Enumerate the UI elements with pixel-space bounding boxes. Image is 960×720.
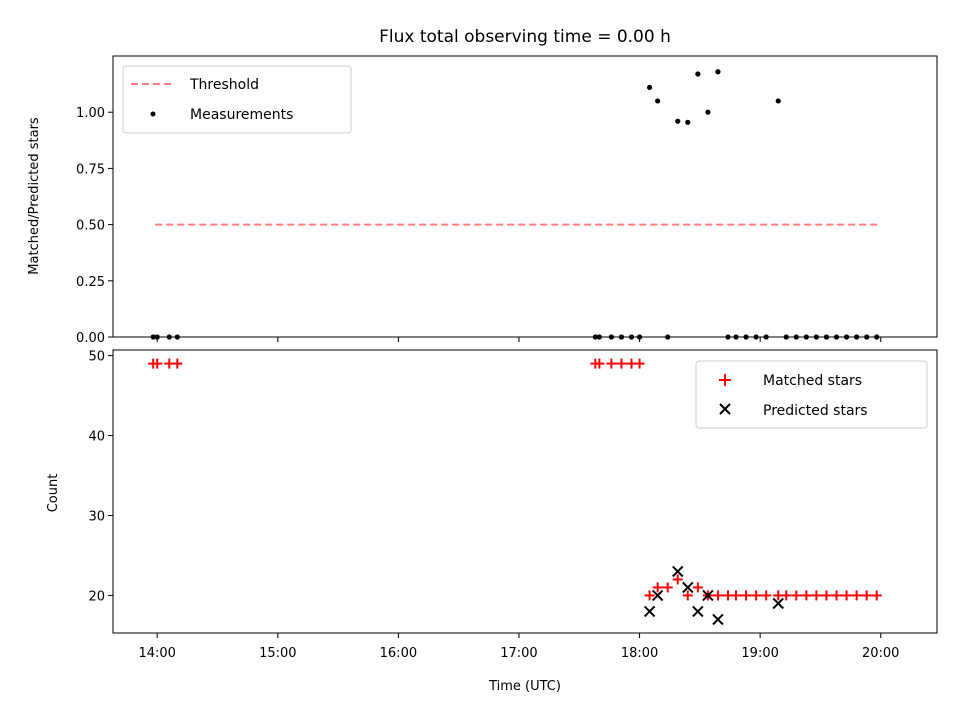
top-y-tick-label: 0.00 [76, 331, 105, 346]
bottom-panel: 20 30 40 50 14:00 15:00 16:00 17:00 18:00 19:00 2… [46, 349, 938, 694]
matched-star-marker [871, 590, 882, 601]
bottom-x-ticks: 14:00 15:00 16:00 17:00 18:00 19:00 20:00 [138, 633, 899, 661]
matched-star-marker [662, 582, 673, 593]
bottom-x-tick-label: 14:00 [138, 646, 175, 661]
matched-star-marker [606, 358, 617, 369]
measurement-point [715, 69, 721, 75]
bottom-y-tick-label: 30 [88, 509, 105, 524]
matched-star-marker [672, 574, 683, 585]
measurement-point [705, 109, 711, 115]
bottom-x-tick-label: 16:00 [380, 646, 417, 661]
matched-star-marker [841, 590, 852, 601]
bottom-axes-frame [112, 349, 938, 634]
legend-predicted-swatch [719, 403, 731, 415]
top-panel: 0.00 0.25 0.50 0.75 1.00 Matched/Predicted s… [27, 55, 938, 346]
chart-title: Flux total observing time = 0.00 h [379, 27, 671, 47]
bottom-plot-area [148, 358, 882, 626]
measurement-point [685, 119, 691, 125]
bottom-legend-box [695, 360, 928, 429]
legend-matched-label: Matched stars [763, 373, 862, 389]
matched-star-marker [811, 590, 822, 601]
matched-star-marker [152, 358, 163, 369]
measurement-point [775, 98, 781, 104]
bottom-y-tick-label: 20 [88, 589, 105, 604]
matched-star-marker [751, 590, 762, 601]
matched-star-marker [821, 590, 832, 601]
top-y-tick-label: 0.25 [76, 275, 105, 290]
measurement-point [655, 98, 661, 104]
matched-star-marker [616, 358, 627, 369]
matched-star-marker [761, 590, 772, 601]
bottom-y-tick-label: 40 [88, 430, 105, 445]
matched-star-marker [731, 590, 742, 601]
measurement-point [647, 84, 653, 91]
matched-star-marker [652, 582, 663, 593]
matched-star-marker [741, 590, 752, 601]
matched-star-marker [851, 590, 862, 601]
legend-predicted-label: Predicted stars [763, 403, 868, 419]
bottom-y-ticks: 20 30 40 50 [88, 350, 113, 604]
bottom-x-tick-label: 20:00 [862, 646, 899, 661]
predicted-star-marker [651, 589, 664, 602]
top-legend-box [122, 65, 352, 134]
top-axes-frame [112, 55, 938, 338]
top-y-tick-label: 1.00 [76, 106, 105, 121]
matched-star-marker [682, 590, 693, 601]
top-y-ticks: 0.00 0.25 0.50 0.75 1.00 [76, 106, 113, 346]
predicted-star-marker [682, 581, 694, 594]
matched-star-marker [831, 590, 842, 601]
measurement-point [695, 71, 701, 77]
predicted-star-marker [772, 597, 784, 610]
top-y-tick-label: 0.50 [76, 219, 105, 234]
predicted-star-marker [702, 589, 714, 602]
legend-measurements-swatch [150, 111, 156, 117]
matched-star-marker [801, 590, 812, 601]
matched-star-marker [594, 358, 605, 369]
predicted-star-marker [712, 613, 724, 626]
matched-star-marker [692, 582, 703, 593]
top-legend: Threshold Measurements [122, 65, 352, 134]
top-y-tick-label: 0.75 [76, 162, 105, 177]
bottom-x-tick-label: 15:00 [259, 646, 296, 661]
bottom-x-tick-label: 17:00 [500, 646, 537, 661]
predicted-star-marker [692, 605, 704, 618]
bottom-legend: Matched stars Predicted stars [695, 360, 928, 429]
bottom-x-tick-label: 18:00 [621, 646, 658, 661]
matched-star-marker [791, 590, 802, 601]
matched-star-marker [644, 590, 655, 601]
measurement-point [675, 118, 681, 124]
bottom-x-tick-label: 19:00 [741, 646, 778, 661]
legend-matched-swatch [719, 374, 731, 386]
top-y-axis-label: Matched/Predicted stars [27, 117, 42, 275]
matched-star-marker [712, 590, 723, 601]
predicted-star-marker [643, 605, 656, 618]
legend-measurements-label: Measurements [190, 107, 293, 123]
predicted-star-marker [672, 565, 684, 578]
bottom-y-tick-label: 50 [88, 350, 105, 365]
top-x-ticks [156, 337, 882, 342]
bottom-y-axis-label: Count [46, 474, 61, 513]
matched-star-marker [634, 358, 645, 369]
bottom-x-axis-label: Time (UTC) [488, 679, 561, 694]
legend-threshold-label: Threshold [189, 77, 259, 93]
matched-star-marker [861, 590, 872, 601]
matched-star-marker [781, 590, 792, 601]
matched-star-marker [172, 358, 183, 369]
